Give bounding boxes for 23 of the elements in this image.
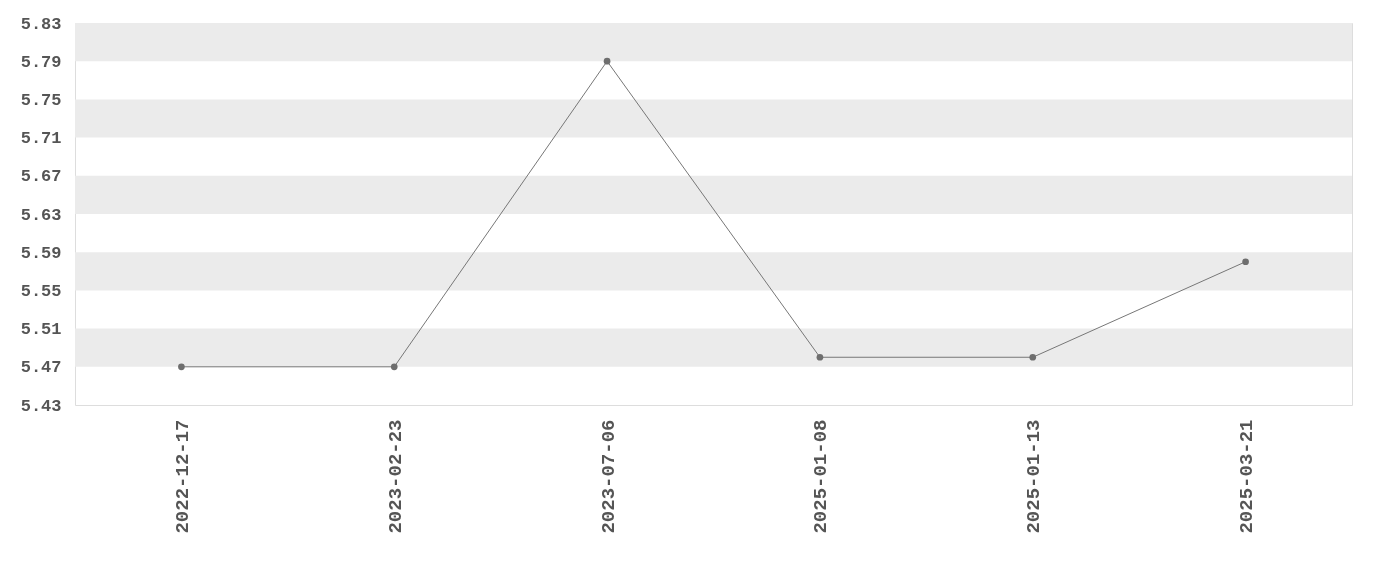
- point: [1029, 353, 1037, 361]
- x-tick-label: 2022-12-17: [171, 419, 194, 534]
- y-tick-label: 5.55: [20, 281, 62, 301]
- y-tick-label: 5.79: [20, 52, 62, 72]
- x-tick-label: 2025-01-08: [810, 419, 833, 534]
- x-tick-label: 2023-02-23: [384, 419, 407, 534]
- y-tick-label: 5.51: [20, 320, 62, 340]
- point: [603, 57, 611, 65]
- y-tick-label: 5.75: [20, 90, 62, 110]
- x-tick-label: 2023-07-06: [597, 419, 620, 534]
- y-tick-label: 5.63: [20, 205, 62, 225]
- y-tick-label: 5.71: [20, 129, 62, 149]
- y-tick-label: 5.59: [20, 243, 62, 263]
- point: [178, 363, 185, 371]
- point: [390, 363, 398, 371]
- point: [816, 353, 824, 361]
- point: [1242, 258, 1249, 266]
- x-tick-label: 2025-03-21: [1236, 419, 1259, 534]
- y-tick-label: 5.67: [20, 167, 62, 187]
- y-tick-label: 5.43: [20, 396, 62, 416]
- x-tick-label: 2025-01-13: [1023, 419, 1046, 534]
- y-tick-label: 5.83: [20, 14, 62, 34]
- y-tick-label: 5.47: [20, 358, 62, 378]
